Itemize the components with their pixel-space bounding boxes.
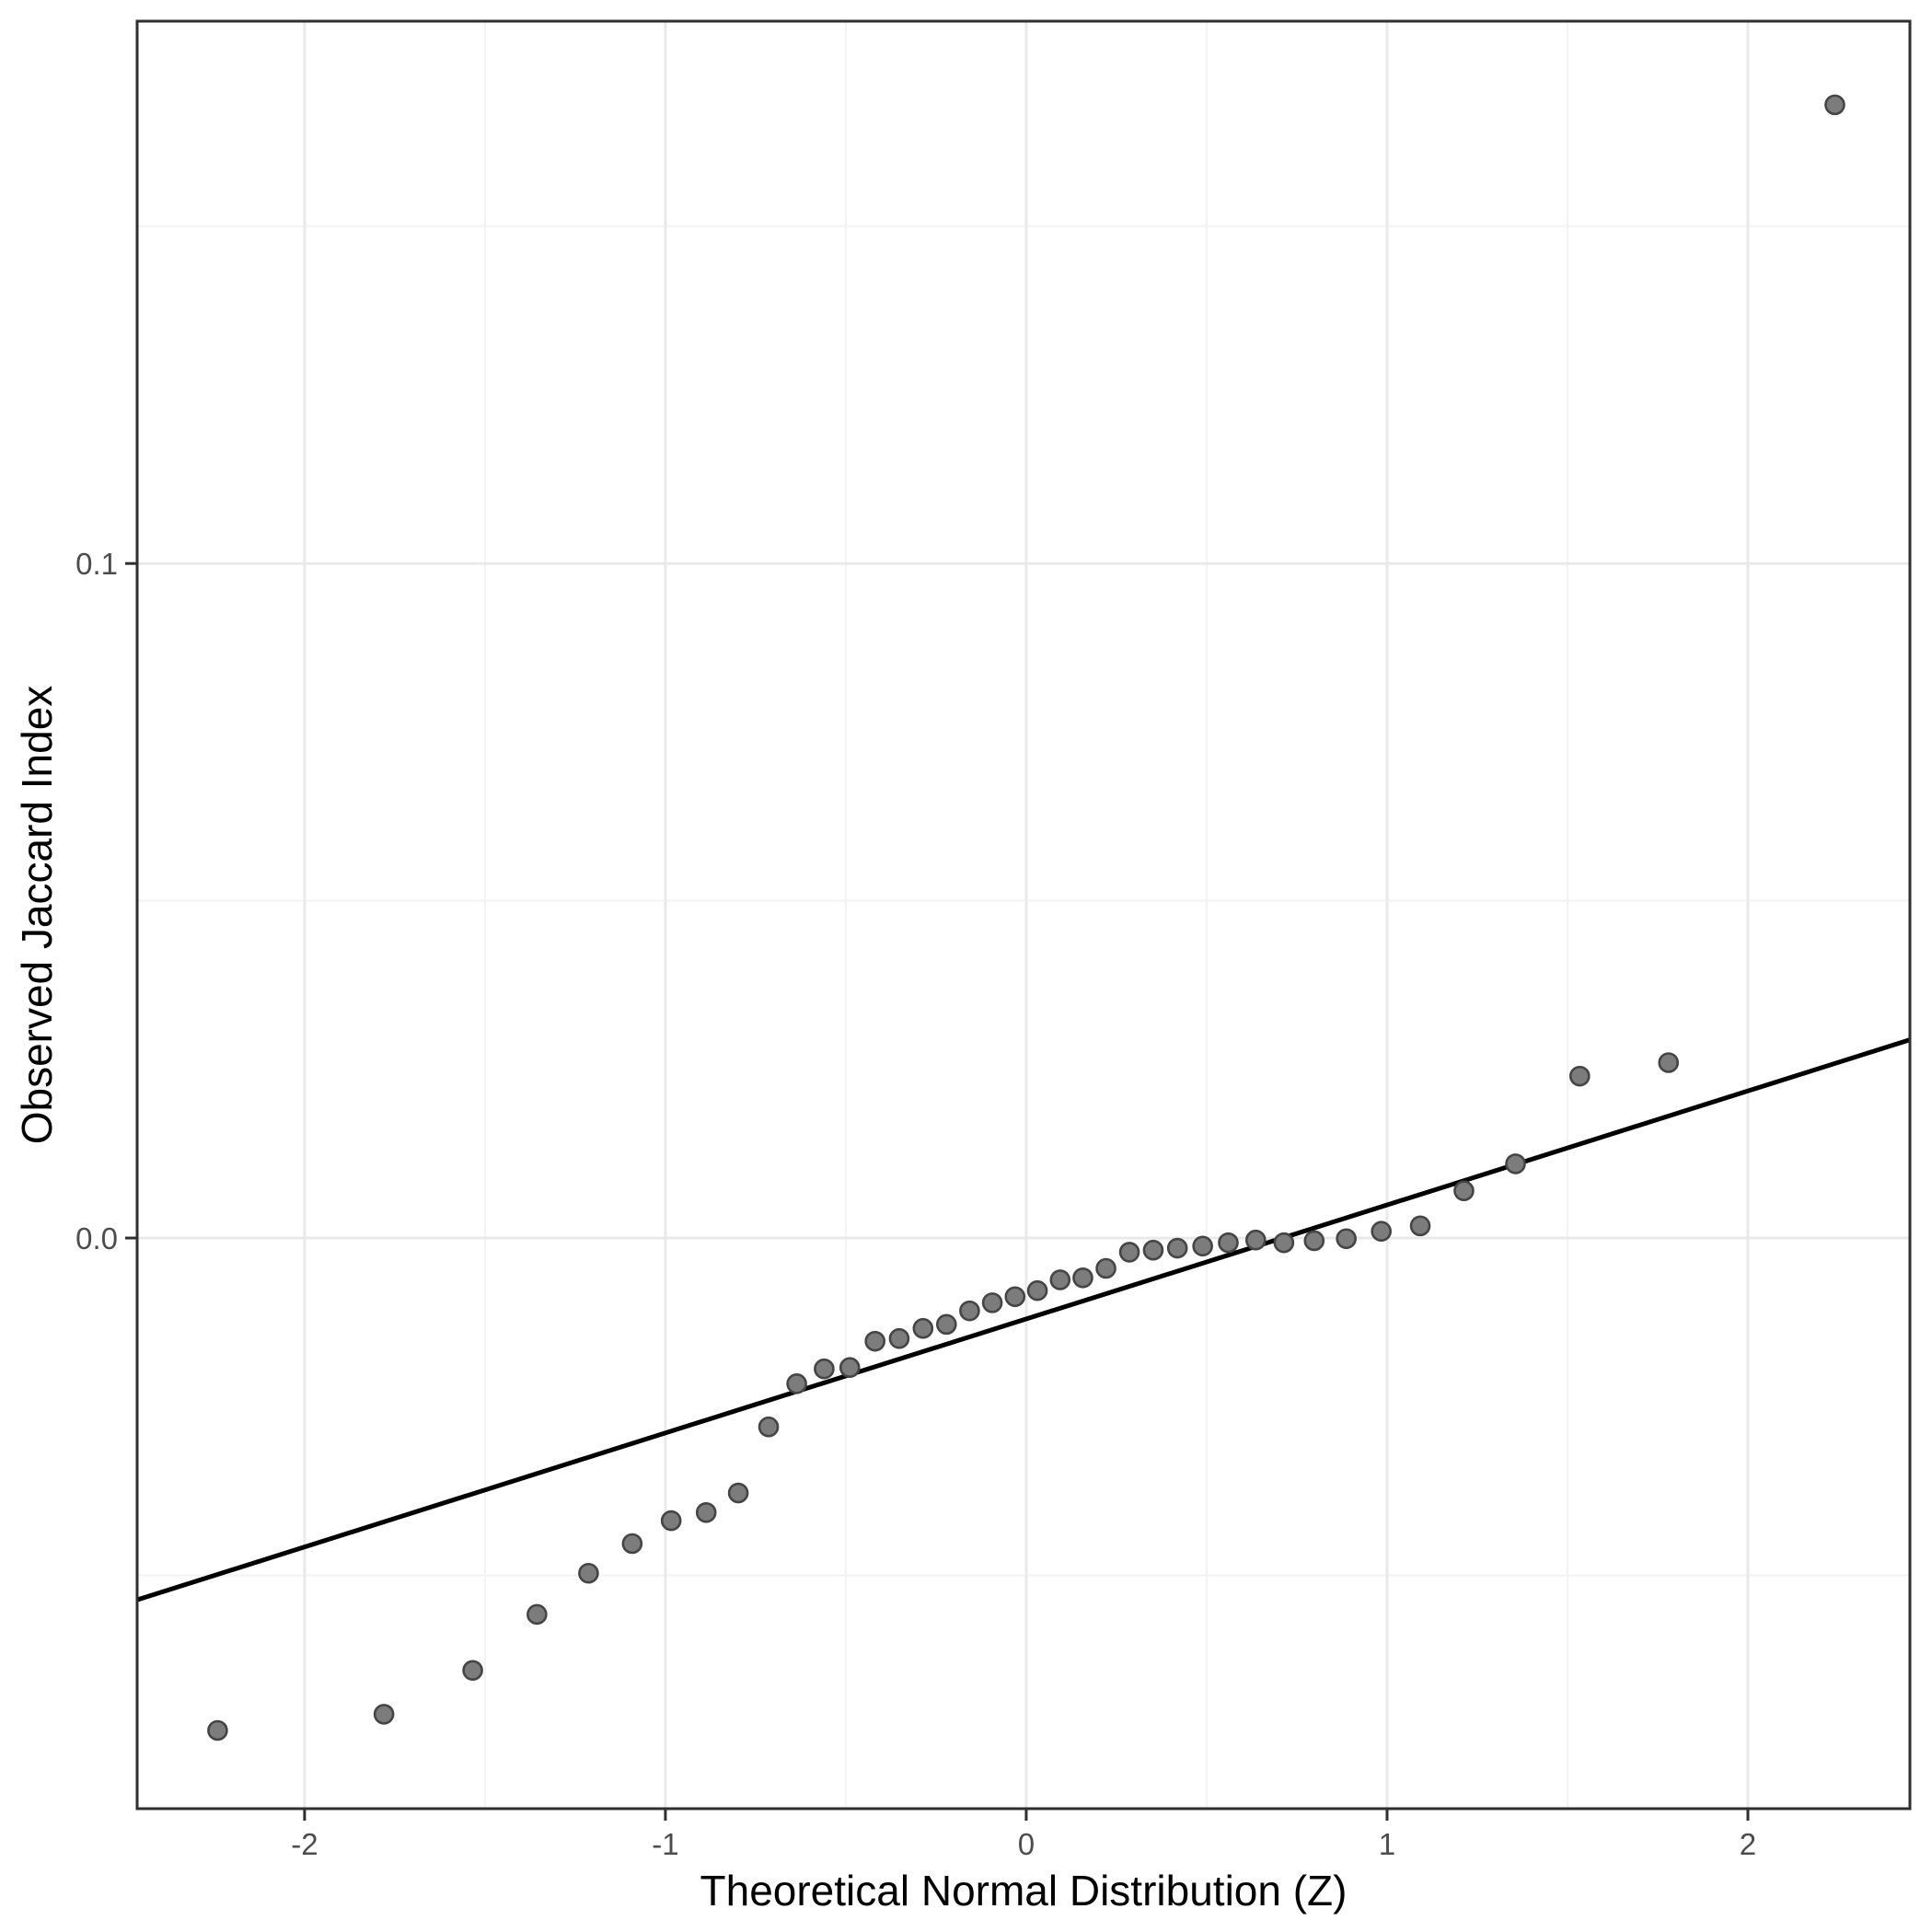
data-point <box>1095 1257 1116 1279</box>
x-axis-tick-label: 2 <box>1740 1827 1756 1861</box>
data-point <box>1026 1279 1048 1301</box>
axis-ticks <box>125 561 1750 1821</box>
data-point <box>1142 1239 1164 1261</box>
data-point <box>462 1660 483 1682</box>
minor-gridlines <box>137 21 1910 1809</box>
data-point <box>912 1317 934 1339</box>
reference-line <box>136 1037 1911 1602</box>
x-axis-tick-label: -2 <box>291 1827 318 1861</box>
data-point <box>660 1510 682 1532</box>
y-axis-tick-label: 0.1 <box>75 547 118 581</box>
data-point <box>1049 1269 1071 1290</box>
data-point <box>1192 1235 1213 1257</box>
data-point <box>1409 1215 1431 1237</box>
data-point <box>786 1373 807 1394</box>
data-point <box>526 1603 548 1625</box>
y-axis-tick-label: 0.0 <box>75 1221 118 1255</box>
axis-tick-labels: -2 -1 0 1 2 0.0 0.1 <box>75 547 1756 1861</box>
data-point <box>1824 94 1845 116</box>
data-point <box>839 1357 861 1379</box>
x-axis-tick-label: -1 <box>652 1827 678 1861</box>
data-point <box>1004 1286 1026 1308</box>
x-axis-tick-label: 1 <box>1379 1827 1395 1861</box>
data-point <box>1371 1221 1392 1242</box>
x-axis-title: Theoretical Normal Distribution (Z) <box>700 1867 1348 1915</box>
major-gridlines <box>137 21 1910 1809</box>
data-point <box>864 1330 885 1352</box>
data-point <box>1453 1180 1475 1202</box>
data-point <box>621 1533 643 1555</box>
data-point <box>981 1292 1003 1313</box>
data-point <box>1072 1267 1093 1289</box>
data-point <box>1273 1232 1295 1254</box>
panel-border <box>135 19 1912 1811</box>
data-point <box>936 1313 957 1336</box>
x-axis-tick-label: 0 <box>1018 1827 1035 1861</box>
data-point <box>959 1300 980 1322</box>
data-point <box>373 1704 395 1725</box>
data-point <box>888 1327 910 1349</box>
y-axis-title: Observed Jaccard Index <box>13 686 61 1145</box>
data-point <box>1569 1065 1591 1087</box>
data-points <box>207 94 1845 1741</box>
data-point <box>578 1562 599 1584</box>
data-point <box>814 1358 835 1380</box>
data-point <box>1336 1228 1357 1250</box>
data-point <box>1118 1242 1140 1263</box>
data-point <box>207 1719 228 1741</box>
data-point <box>1244 1229 1267 1251</box>
data-point <box>1658 1052 1680 1073</box>
data-point <box>1505 1153 1526 1174</box>
data-point <box>727 1482 749 1504</box>
data-point <box>1303 1230 1325 1252</box>
data-point <box>758 1416 780 1438</box>
data-point <box>1166 1237 1188 1259</box>
data-point <box>1218 1232 1239 1254</box>
data-point <box>695 1501 717 1523</box>
